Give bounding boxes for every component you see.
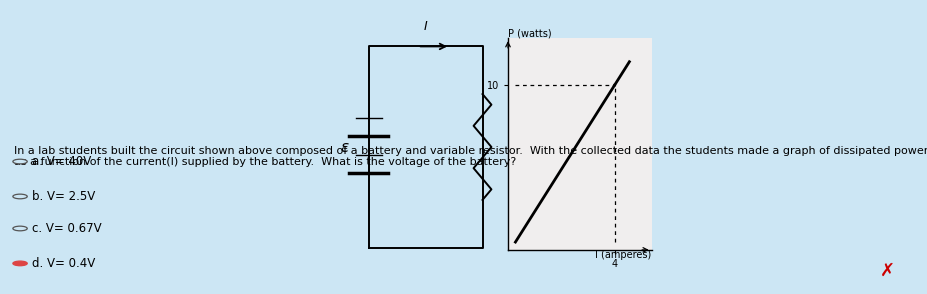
Circle shape: [13, 261, 27, 266]
Text: I: I: [424, 20, 427, 33]
Text: ε: ε: [340, 139, 349, 155]
Text: a. V= 40V: a. V= 40V: [32, 155, 91, 168]
Text: ✗: ✗: [880, 261, 895, 279]
Circle shape: [13, 194, 27, 199]
Text: b. V= 2.5V: b. V= 2.5V: [32, 190, 95, 203]
Text: c. V= 0.67V: c. V= 0.67V: [32, 222, 101, 235]
Text: P (watts): P (watts): [508, 28, 552, 38]
Text: In a lab students built the circuit shown above composed of a battery and variab: In a lab students built the circuit show…: [14, 146, 927, 167]
Circle shape: [13, 159, 27, 164]
Circle shape: [13, 226, 27, 231]
Text: d. V= 0.4V: d. V= 0.4V: [32, 257, 95, 270]
Text: I (amperes): I (amperes): [595, 250, 652, 260]
